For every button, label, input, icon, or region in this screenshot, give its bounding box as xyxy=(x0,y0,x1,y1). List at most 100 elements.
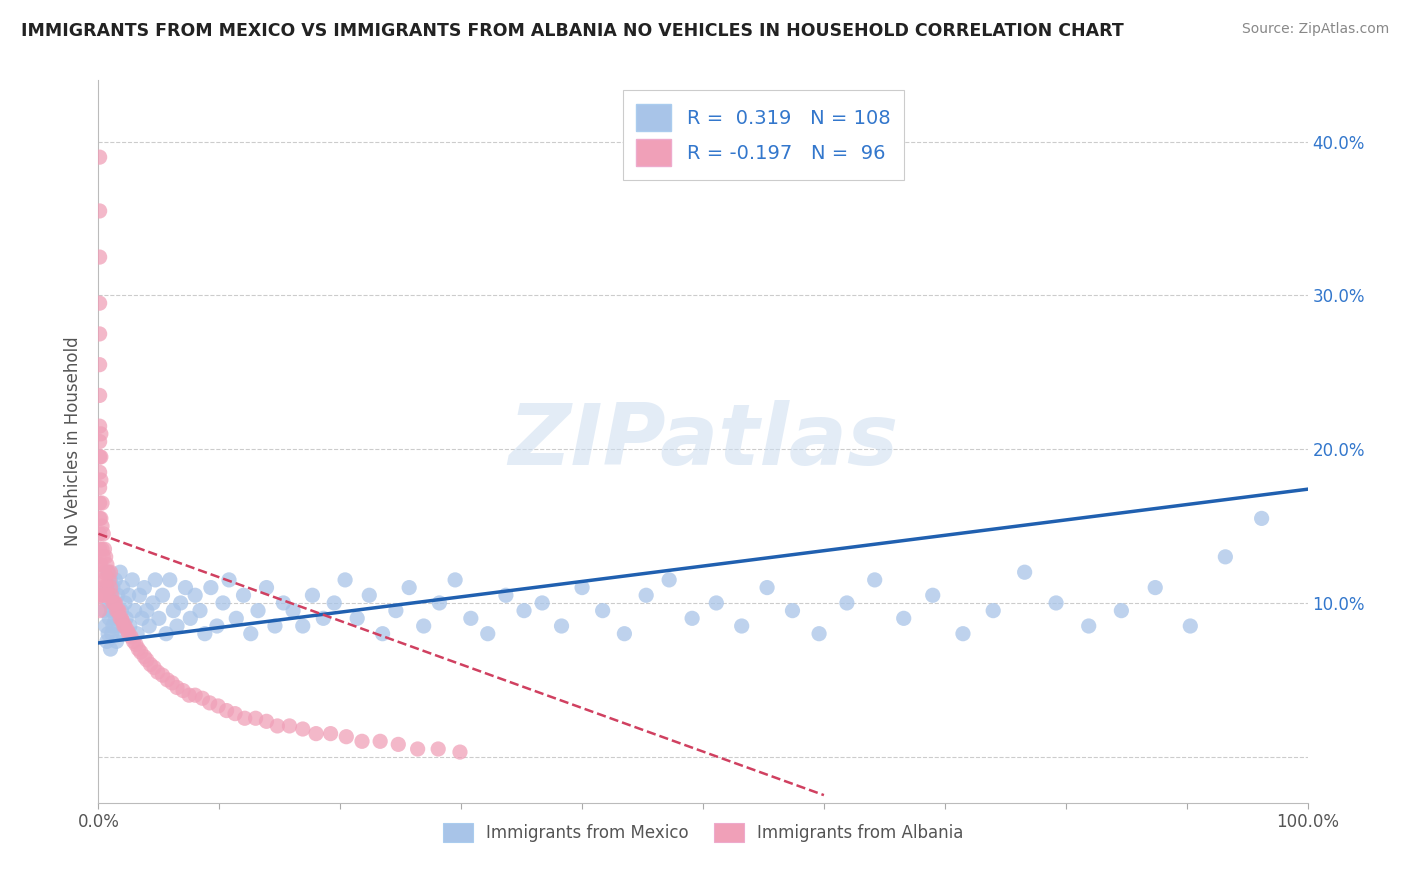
Point xyxy=(247,604,270,618)
Point xyxy=(138,619,160,633)
Point xyxy=(169,596,191,610)
Point xyxy=(152,668,174,682)
Point xyxy=(90,426,112,441)
Point xyxy=(89,588,111,602)
Point xyxy=(89,326,111,341)
Point xyxy=(114,619,136,633)
Text: Source: ZipAtlas.com: Source: ZipAtlas.com xyxy=(1241,22,1389,37)
Point xyxy=(127,642,149,657)
Point xyxy=(93,604,115,618)
Point xyxy=(89,358,111,372)
Point xyxy=(89,203,111,218)
Point xyxy=(89,388,111,402)
Point xyxy=(224,706,246,721)
Point xyxy=(89,481,111,495)
Point xyxy=(89,496,111,510)
Point xyxy=(91,519,114,533)
Point xyxy=(233,711,256,725)
Point xyxy=(89,419,111,434)
Point xyxy=(90,473,112,487)
Point xyxy=(90,511,112,525)
Point xyxy=(91,526,114,541)
Point xyxy=(323,596,346,610)
Point xyxy=(731,619,754,633)
Point xyxy=(117,624,139,638)
Point xyxy=(592,604,614,618)
Point xyxy=(398,581,420,595)
Point xyxy=(112,619,135,633)
Point xyxy=(198,696,221,710)
Point xyxy=(100,642,122,657)
Point xyxy=(100,581,122,595)
Point xyxy=(135,604,157,618)
Point xyxy=(427,742,450,756)
Point xyxy=(90,558,112,572)
Point xyxy=(571,581,593,595)
Point xyxy=(118,588,141,602)
Point xyxy=(335,730,357,744)
Point xyxy=(1014,565,1036,579)
Point xyxy=(350,734,373,748)
Point xyxy=(368,734,391,748)
Point xyxy=(212,596,235,610)
Point xyxy=(101,619,124,633)
Point xyxy=(232,588,254,602)
Point xyxy=(111,615,134,629)
Point xyxy=(107,588,129,602)
Point xyxy=(184,688,207,702)
Point xyxy=(135,653,157,667)
Point xyxy=(301,588,323,602)
Point xyxy=(142,596,165,610)
Point xyxy=(681,611,703,625)
Point xyxy=(100,626,122,640)
Point xyxy=(100,573,122,587)
Point xyxy=(89,150,111,164)
Point xyxy=(91,549,114,564)
Point xyxy=(1111,604,1133,618)
Point xyxy=(100,588,122,602)
Point xyxy=(143,660,166,674)
Point xyxy=(239,626,262,640)
Point xyxy=(118,619,141,633)
Point xyxy=(98,596,121,610)
Point xyxy=(89,526,111,541)
Point xyxy=(90,588,112,602)
Point xyxy=(245,711,267,725)
Point xyxy=(134,649,156,664)
Point xyxy=(225,611,247,625)
Point xyxy=(101,596,124,610)
Point xyxy=(179,611,201,625)
Point xyxy=(319,726,342,740)
Point xyxy=(166,681,188,695)
Point xyxy=(658,573,681,587)
Point xyxy=(200,581,222,595)
Point xyxy=(108,565,131,579)
Text: ZIPatlas: ZIPatlas xyxy=(508,400,898,483)
Point xyxy=(89,511,111,525)
Point xyxy=(93,565,115,579)
Point xyxy=(110,611,132,625)
Point xyxy=(94,573,117,587)
Point xyxy=(412,619,434,633)
Point xyxy=(1077,619,1099,633)
Point xyxy=(385,604,408,618)
Point xyxy=(1144,581,1167,595)
Point xyxy=(312,611,335,625)
Point xyxy=(156,673,179,687)
Point xyxy=(406,742,429,756)
Point xyxy=(105,604,128,618)
Point xyxy=(108,611,131,625)
Point xyxy=(90,450,112,464)
Point xyxy=(91,542,114,557)
Point xyxy=(981,604,1004,618)
Point xyxy=(115,611,138,625)
Point xyxy=(835,596,858,610)
Point xyxy=(105,634,128,648)
Point xyxy=(131,611,153,625)
Point xyxy=(531,596,554,610)
Legend: Immigrants from Mexico, Immigrants from Albania: Immigrants from Mexico, Immigrants from … xyxy=(436,816,970,848)
Point xyxy=(278,719,301,733)
Point xyxy=(98,573,121,587)
Point xyxy=(89,542,111,557)
Point xyxy=(96,581,118,595)
